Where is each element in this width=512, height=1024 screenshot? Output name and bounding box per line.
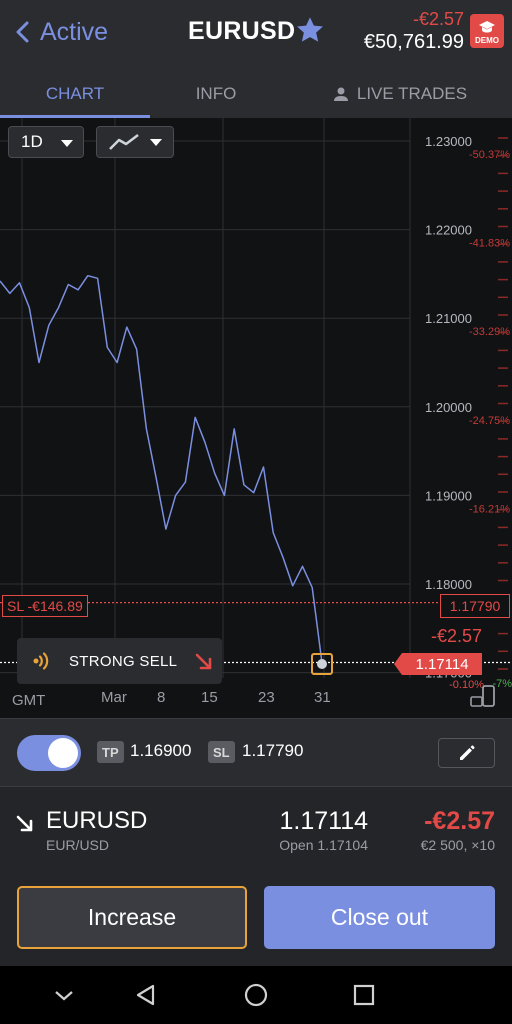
tab-live-trades-label: LIVE TRADES: [356, 84, 468, 103]
y-tick-label: 1.19000: [425, 488, 472, 503]
back-triangle-icon[interactable]: [134, 983, 158, 1007]
pct-tick-label: -16.21%: [469, 503, 510, 515]
pencil-icon: [459, 745, 475, 760]
x-tick-label: 31: [314, 689, 331, 706]
tab-chart[interactable]: CHART: [0, 70, 150, 118]
account-balance: €50,761.99: [363, 31, 464, 53]
position-size: €2 500, ×10: [420, 837, 495, 853]
take-profit-value: 1.16900: [130, 741, 192, 760]
x-tick-label: 8: [157, 689, 166, 706]
tp-badge: TP: [97, 741, 124, 763]
back-button[interactable]: Active: [10, 14, 108, 50]
y-tick-label: 1.21000: [425, 311, 472, 326]
tab-live-trades[interactable]: LIVE TRADES: [300, 70, 500, 118]
x-tick-label: 15: [201, 689, 218, 706]
demo-badge[interactable]: DEMO: [470, 14, 504, 48]
timeframe-dropdown[interactable]: 1D: [8, 126, 84, 158]
position-symbol: EURUSD: [46, 807, 148, 834]
arrow-down-right-icon: [16, 815, 33, 832]
y-tick-label: 1.23000: [425, 134, 472, 149]
person-icon: [333, 87, 348, 101]
home-circle-icon[interactable]: [244, 983, 268, 1007]
demo-label: DEMO: [475, 36, 499, 45]
line-chart-icon: [109, 134, 139, 150]
system-nav-bar: [0, 966, 512, 1024]
stop-loss-price-tag[interactable]: 1.17790: [440, 594, 510, 618]
signal-badge[interactable]: STRONG SELL: [17, 638, 222, 684]
price-chart[interactable]: 1.23000 1.22000 1.21000 1.20000 1.19000 1.180…: [0, 118, 512, 718]
tab-info[interactable]: INFO: [150, 70, 282, 118]
position-current-price: 1.17114: [279, 807, 368, 835]
y-tick-label: 1.18000: [425, 577, 472, 592]
tab-info-label: INFO: [195, 84, 237, 103]
increase-button[interactable]: Increase: [17, 886, 247, 949]
app-header: Active EURUSD -€2.57 €50,761.99 DEMO: [0, 0, 512, 70]
protection-bar: TP 1.16900 SL 1.17790: [0, 718, 512, 786]
toggle-knob: [48, 738, 78, 768]
graduation-cap-icon: [479, 21, 495, 33]
edit-protection-button[interactable]: [438, 738, 495, 768]
instrument-title: EURUSD: [188, 17, 296, 45]
y-tick-label: 1.22000: [425, 223, 472, 238]
caret-down-icon: [61, 140, 73, 147]
timezone-label: GMT: [12, 692, 46, 709]
position-summary[interactable]: EURUSD EUR/USD 1.17114 Open 1.17104 -€2.…: [0, 786, 512, 870]
chart-pl-label: -€2.57: [430, 626, 482, 646]
y-tick-label: 1.20000: [425, 400, 472, 415]
active-tab-indicator: [0, 115, 150, 118]
x-tick-label: 23: [258, 689, 275, 706]
caret-down-icon: [150, 138, 162, 146]
arrow-down-right-icon: [195, 653, 212, 670]
position-pair: EUR/USD: [46, 837, 110, 853]
chevron-down-icon[interactable]: [52, 983, 76, 1007]
sl-badge: SL: [208, 741, 235, 763]
star-icon[interactable]: [294, 14, 326, 46]
back-label: Active: [40, 17, 109, 46]
protection-toggle[interactable]: [17, 735, 81, 771]
signal-label: STRONG SELL: [69, 652, 178, 670]
pct-tick-label: -24.75%: [469, 415, 510, 427]
chevron-left-icon: [16, 21, 29, 43]
pct-green-label: -7%: [492, 678, 512, 690]
rotate-phone-icon[interactable]: [470, 684, 498, 710]
current-price-tag: 1.17114: [394, 653, 482, 675]
action-bar: Increase Close out: [0, 870, 512, 966]
position-marker[interactable]: [311, 653, 333, 675]
price-series-line: [0, 274, 323, 663]
x-tick-label: Mar: [101, 689, 127, 706]
pct-tick-label: -33.29%: [469, 326, 510, 338]
close-out-button[interactable]: Close out: [264, 886, 495, 949]
stop-loss-value: 1.17790: [242, 741, 304, 760]
tab-chart-label: CHART: [45, 84, 105, 103]
header-pl: -€2.57: [412, 9, 464, 29]
signal-broadcast-icon: [33, 652, 49, 670]
pct-low-label: -0.10%: [449, 679, 484, 691]
stop-loss-label[interactable]: SL -€146.89: [2, 595, 88, 617]
recents-square-icon[interactable]: [352, 983, 376, 1007]
position-pl: -€2.57: [424, 807, 495, 835]
chart-type-dropdown[interactable]: [96, 126, 174, 158]
pct-tick-label: -41.83%: [469, 238, 510, 250]
position-open-price: Open 1.17104: [279, 837, 368, 853]
timeframe-value: 1D: [21, 132, 43, 151]
pct-tick-label: -50.37%: [469, 149, 510, 161]
tab-bar: CHART INFO LIVE TRADES: [0, 70, 512, 118]
